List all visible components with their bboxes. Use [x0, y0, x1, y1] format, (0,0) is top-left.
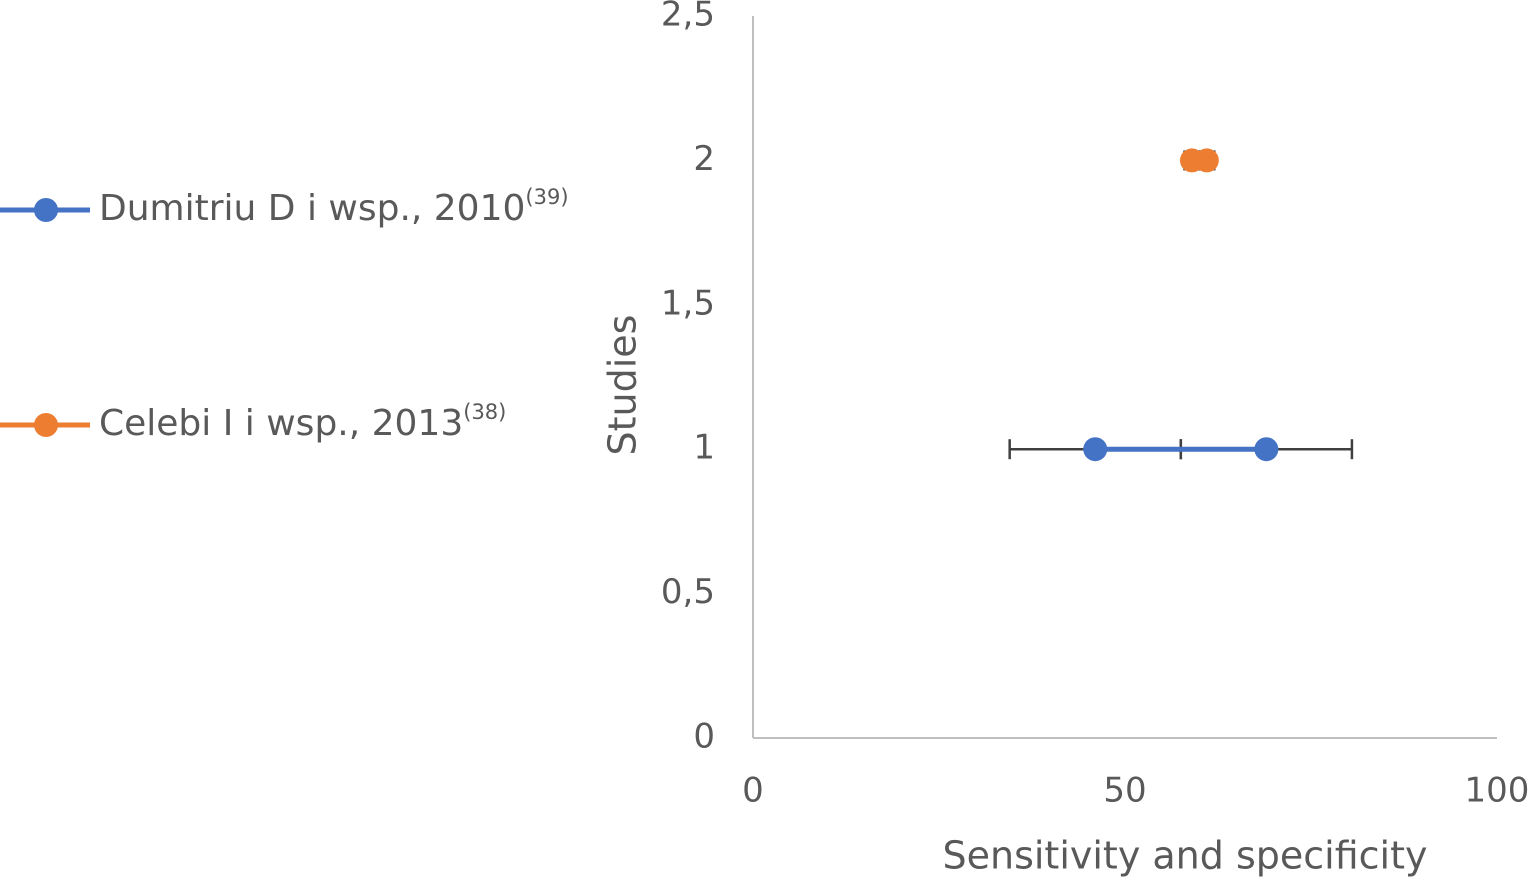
legend-ref: (38): [463, 400, 506, 424]
point: [1194, 148, 1219, 173]
x-tick-label: 50: [1103, 771, 1146, 811]
legend-marker: [34, 413, 58, 437]
y-tick-label: 1,5: [661, 283, 715, 323]
y-axis-title: Studies: [601, 315, 645, 456]
legend-name: Dumitriu D i wsp., 2010: [99, 188, 525, 229]
x-tick-label: 100: [1465, 771, 1530, 811]
legend-label: Celebi I i wsp., 2013(38): [99, 400, 506, 444]
legend-ref: (39): [525, 185, 568, 209]
x-tick-label: 0: [742, 771, 764, 811]
y-tick-label: 2: [693, 139, 715, 179]
x-axis-title: Sensitivity and specificity: [942, 834, 1427, 878]
y-tick-label: 0,5: [661, 572, 715, 612]
point: [1083, 437, 1108, 462]
y-tick-label: 2,5: [661, 0, 715, 35]
point: [1254, 437, 1279, 462]
legend-marker: [34, 198, 58, 222]
legend-name: Celebi I i wsp., 2013: [99, 403, 463, 444]
y-tick-label: 0: [693, 717, 715, 757]
legend-label: Dumitriu D i wsp., 2010(39): [99, 185, 569, 229]
y-tick-label: 1: [693, 428, 715, 468]
